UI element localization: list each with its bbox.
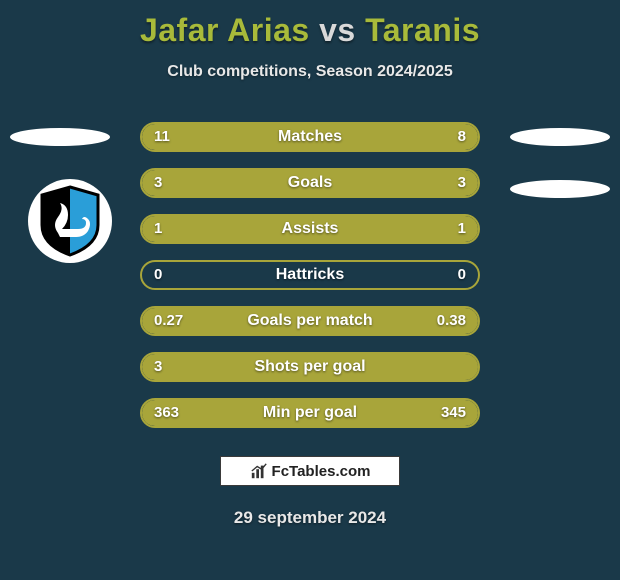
player1-name: Jafar Arias bbox=[140, 12, 310, 48]
brand-text: FcTables.com bbox=[272, 463, 371, 480]
stat-row: 0.270.38Goals per match bbox=[140, 306, 480, 336]
date: 29 september 2024 bbox=[0, 508, 620, 528]
club-badge bbox=[28, 179, 112, 263]
chart-icon bbox=[250, 462, 268, 480]
stat-label: Min per goal bbox=[142, 400, 478, 426]
stat-row: 00Hattricks bbox=[140, 260, 480, 290]
shield-icon bbox=[38, 185, 102, 257]
stat-label: Matches bbox=[142, 124, 478, 150]
player1-marker-ellipse bbox=[10, 128, 110, 146]
stat-row: 11Assists bbox=[140, 214, 480, 244]
stats-panel: 118Matches 33Goals 11Assists 00Hattricks 0.2… bbox=[140, 122, 480, 444]
stat-row: 363345Min per goal bbox=[140, 398, 480, 428]
player2-marker-ellipse-1 bbox=[510, 128, 610, 146]
stat-label: Shots per goal bbox=[142, 354, 478, 380]
title-separator: vs bbox=[319, 12, 356, 48]
stat-label: Assists bbox=[142, 216, 478, 242]
player2-marker-ellipse-2 bbox=[510, 180, 610, 198]
stat-label: Goals bbox=[142, 170, 478, 196]
stat-label: Hattricks bbox=[142, 262, 478, 288]
stat-row: 33Goals bbox=[140, 168, 480, 198]
comparison-card: Jafar Arias vs Taranis Club competitions… bbox=[0, 0, 620, 580]
stat-row: 3Shots per goal bbox=[140, 352, 480, 382]
player2-name: Taranis bbox=[365, 12, 480, 48]
brand-tag[interactable]: FcTables.com bbox=[220, 456, 400, 486]
stat-label: Goals per match bbox=[142, 308, 478, 334]
page-title: Jafar Arias vs Taranis bbox=[0, 0, 620, 49]
subtitle: Club competitions, Season 2024/2025 bbox=[0, 63, 620, 81]
stat-row: 118Matches bbox=[140, 122, 480, 152]
